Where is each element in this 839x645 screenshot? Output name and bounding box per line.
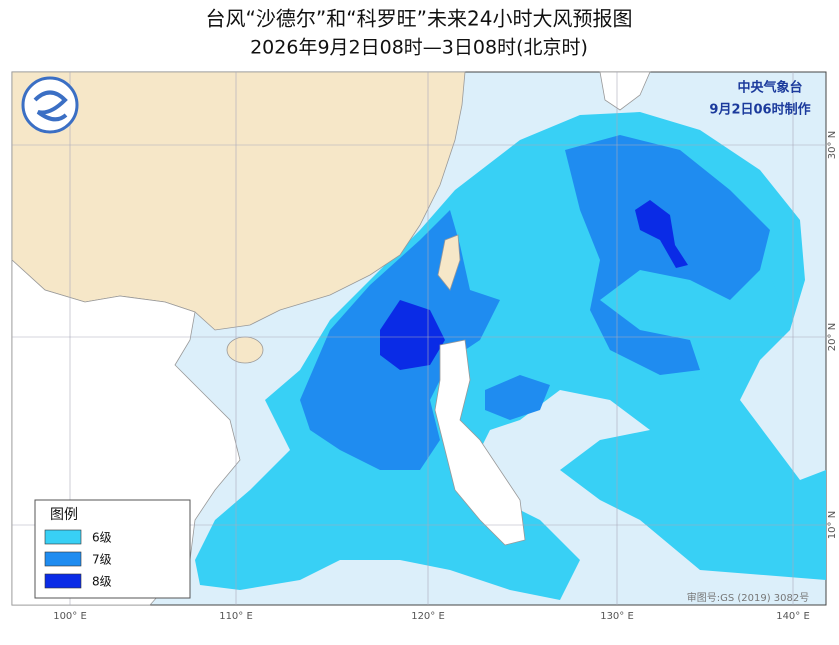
title: 台风“沙德尔”和“科罗旺”未来24小时大风预报图 <box>206 7 633 31</box>
lon-label: 130° E <box>600 611 634 622</box>
legend-title: 图例 <box>50 507 78 523</box>
legend-swatch <box>44 551 82 567</box>
map: 中央气象台 9月2日06时制作 审图号:GS (2019) 3082号 <box>11 71 827 606</box>
lat-label: 20° N <box>827 323 838 351</box>
axis-labels: 100° E 110° E 120° E 130° E 140° E 30° N… <box>53 131 838 622</box>
legend-label: 6级 <box>92 531 112 545</box>
lat-label: 10° N <box>827 511 838 539</box>
agency: 中央气象台 <box>737 80 802 96</box>
subtitle: 2026年9月2日08时—3日08时(北京时) <box>250 37 588 59</box>
lon-label: 110° E <box>219 611 253 622</box>
wind-zone-8 <box>635 200 688 268</box>
legend: 图例 6级 7级 8级 <box>34 499 191 599</box>
lon-label: 100° E <box>53 611 87 622</box>
legend-swatch <box>44 529 82 545</box>
japan <box>599 71 651 111</box>
wind-zone-7 <box>485 375 550 420</box>
review-number: 审图号:GS (2019) 3082号 <box>687 591 810 604</box>
wind-zone-8 <box>380 300 445 370</box>
legend-label: 7级 <box>92 553 112 567</box>
legend-swatch <box>44 573 82 589</box>
hainan <box>226 336 264 364</box>
logo <box>21 76 79 134</box>
taiwan <box>437 234 461 291</box>
logo-mark <box>33 90 68 122</box>
lon-label: 140° E <box>776 611 810 622</box>
lat-label: 30° N <box>827 131 838 159</box>
wind-zone-7 <box>565 135 770 375</box>
issue-time: 9月2日06时制作 <box>709 102 810 118</box>
legend-label: 8级 <box>92 575 112 589</box>
philippines <box>434 339 526 546</box>
lon-label: 120° E <box>411 611 445 622</box>
